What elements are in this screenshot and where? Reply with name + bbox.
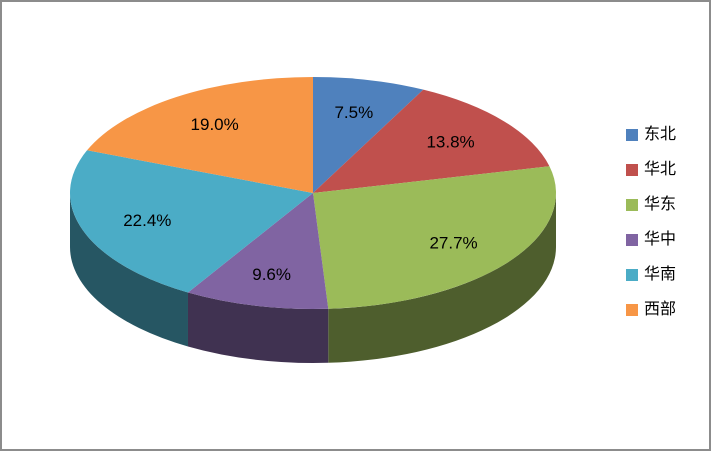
legend-label: 华南: [644, 266, 677, 283]
pie-data-label-4: 22.4%: [123, 211, 171, 230]
legend-item-2[interactable]: 华东: [626, 196, 676, 213]
legend-item-0[interactable]: 东北: [626, 126, 676, 143]
legend-label: 华东: [644, 196, 677, 213]
legend-label: 华中: [644, 231, 677, 248]
pie-data-label-1: 13.8%: [426, 132, 474, 151]
pie-data-label-5: 19.0%: [191, 115, 239, 134]
pie-slice-side-4: [70, 193, 188, 347]
pie-slice-2[interactable]: [313, 166, 556, 309]
pie-slice-5[interactable]: [87, 77, 313, 193]
legend-label: 华北: [644, 161, 677, 178]
pie-slice-side-3: [187, 292, 329, 363]
legend-item-5[interactable]: 西部: [626, 301, 676, 318]
legend-item-1[interactable]: 华北: [626, 161, 676, 178]
legend-swatch-1: [626, 163, 638, 176]
pie-data-label-2: 27.7%: [429, 234, 477, 253]
pie-slice-1[interactable]: [313, 89, 550, 193]
pie-slice-0[interactable]: [313, 77, 424, 193]
pie-data-label-3: 9.6%: [252, 265, 291, 284]
legend-swatch-3: [626, 233, 638, 246]
legend-swatch-2: [626, 198, 638, 211]
legend-swatch-5: [626, 303, 638, 316]
pie-slice-side-2: [328, 193, 556, 363]
pie-slice-4[interactable]: [69, 150, 313, 293]
chart-legend: 东北华北华东华中华南西部: [626, 126, 676, 318]
legend-swatch-0: [626, 128, 638, 141]
legend-label: 西部: [644, 301, 677, 318]
legend-item-3[interactable]: 华中: [626, 231, 676, 248]
pie-data-label-0: 7.5%: [334, 103, 373, 122]
pie-slice-3[interactable]: [187, 193, 329, 309]
legend-label: 东北: [644, 126, 677, 143]
legend-swatch-4: [626, 268, 638, 281]
legend-item-4[interactable]: 华南: [626, 266, 676, 283]
